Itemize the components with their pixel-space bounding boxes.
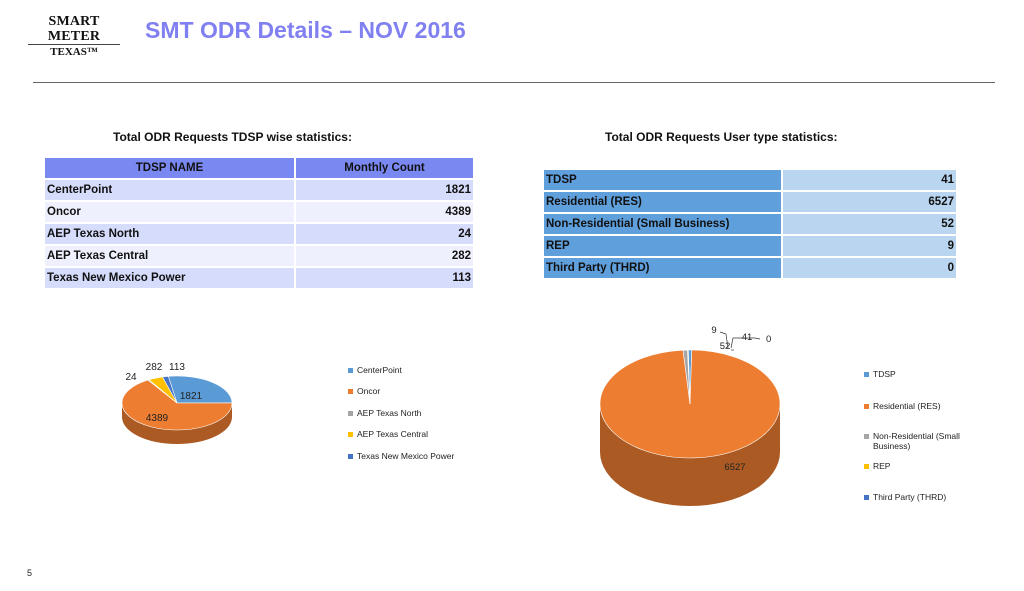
legend-swatch xyxy=(864,495,869,500)
table-row: Third Party (THRD) 0 xyxy=(544,258,956,278)
user-section-heading: Total ODR Requests User type statistics: xyxy=(605,130,838,144)
legend-label: Non-Residential (Small Business) xyxy=(873,431,960,451)
legend-swatch xyxy=(348,368,353,373)
data-label-centerpoint: 1821 xyxy=(180,391,203,402)
legend-label: Oncor xyxy=(357,386,381,396)
legend-item-non-residential: Non-Residential (Small Business) xyxy=(864,431,974,451)
user-count-cell: 0 xyxy=(783,258,956,278)
data-label-aep-texas-central: 282 xyxy=(146,362,163,373)
pie-slice-texas-new-mexico-power xyxy=(162,376,178,404)
monthly-count-header: Monthly Count xyxy=(296,158,473,178)
tdsp-count-cell: 282 xyxy=(296,246,473,266)
data-label-third-party-thrd-: 0 xyxy=(766,334,771,345)
title-divider xyxy=(33,82,995,83)
data-label-tdsp: 41 xyxy=(742,332,753,343)
legend-swatch xyxy=(348,411,353,416)
user-type-cell: Third Party (THRD) xyxy=(544,258,781,278)
table-row: AEP Texas Central 282 xyxy=(45,246,473,266)
tdsp-table-header: TDSP NAME Monthly Count xyxy=(45,158,473,178)
legend-swatch xyxy=(864,372,869,377)
legend-label: TDSP xyxy=(873,369,896,379)
user-type-table: TDSP 41 Residential (RES) 6527 Non-Residen… xyxy=(542,168,958,280)
logo-line-1: SMART METER xyxy=(47,14,101,44)
data-label-aep-texas-north: 24 xyxy=(125,372,137,383)
page-number: 5 xyxy=(27,568,33,578)
table-row: Oncor 4389 xyxy=(45,202,473,222)
table-row: Texas New Mexico Power 113 xyxy=(45,268,473,288)
user-count-cell: 6527 xyxy=(783,192,956,212)
user-count-cell: 52 xyxy=(783,214,956,234)
table-row: CenterPoint 1821 xyxy=(45,180,473,200)
legend-swatch xyxy=(348,432,353,437)
data-label-non-residential-small-business-: 52 xyxy=(720,341,731,352)
tdsp-pie-chart: 1821 4389 24 282 113 xyxy=(121,362,233,444)
data-label-texas-new-mexico-power: 113 xyxy=(169,362,185,373)
user-type-cell: Non-Residential (Small Business) xyxy=(544,214,781,234)
legend-swatch xyxy=(864,464,869,469)
legend-item-rep: REP xyxy=(864,461,890,471)
legend-swatch xyxy=(864,434,869,439)
pie-side-residential-res- xyxy=(600,404,780,506)
legend-swatch xyxy=(348,454,353,459)
tdsp-name-cell: AEP Texas North xyxy=(45,224,294,244)
tdsp-name-cell: CenterPoint xyxy=(45,180,294,200)
tdsp-name-cell: Texas New Mexico Power xyxy=(45,268,294,288)
user-type-pie-chart: 41 6527 52 9 0 xyxy=(599,325,781,506)
user-type-cell: TDSP xyxy=(544,170,781,190)
page-title: SMT ODR Details – NOV 2016 xyxy=(145,17,466,43)
label-leader-line xyxy=(730,337,761,349)
data-label-residential-res-: 6527 xyxy=(724,462,745,473)
legend-label: AEP Texas Central xyxy=(357,429,429,439)
user-count-cell: 41 xyxy=(783,170,956,190)
user-type-cell: REP xyxy=(544,236,781,256)
tdsp-table: TDSP NAME Monthly Count CenterPoint 1821 … xyxy=(43,156,475,290)
tdsp-name-cell: AEP Texas Central xyxy=(45,246,294,266)
pie-slice-centerpoint xyxy=(167,375,233,404)
pie-slice-rep xyxy=(687,349,691,405)
legend-swatch xyxy=(348,389,353,394)
user-count-cell: 9 xyxy=(783,236,956,256)
legend-item-tdsp: TDSP xyxy=(864,369,896,379)
user-type-cell: Residential (RES) xyxy=(544,192,781,212)
pie-side-oncor xyxy=(122,403,232,444)
tdsp-section-heading: Total ODR Requests TDSP wise statistics: xyxy=(113,130,352,144)
tdsp-count-cell: 1821 xyxy=(296,180,473,200)
legend-label: AEP Texas North xyxy=(357,408,422,418)
legend-item-oncor: Oncor xyxy=(348,386,380,396)
table-row: AEP Texas North 24 xyxy=(45,224,473,244)
table-row: Non-Residential (Small Business) 52 xyxy=(544,214,956,234)
legend-item-third-party: Third Party (THRD) xyxy=(864,492,946,502)
legend-label: Texas New Mexico Power xyxy=(357,451,455,461)
legend-item-tnmp: Texas New Mexico Power xyxy=(348,451,454,461)
data-label-oncor: 4389 xyxy=(146,413,169,424)
table-row: TDSP 41 xyxy=(544,170,956,190)
tdsp-count-cell: 113 xyxy=(296,268,473,288)
legend-item-centerpoint: CenterPoint xyxy=(348,365,402,375)
legend-item-aep-north: AEP Texas North xyxy=(348,408,421,418)
tdsp-count-cell: 4389 xyxy=(296,202,473,222)
legend-label: Residential (RES) xyxy=(873,401,941,411)
tdsp-name-header: TDSP NAME xyxy=(45,158,294,178)
logo-line-2: TEXAS™ xyxy=(28,44,120,58)
data-label-rep: 9 xyxy=(711,325,716,336)
table-row: REP 9 xyxy=(544,236,956,256)
legend-swatch xyxy=(864,404,869,409)
legend-label: CenterPoint xyxy=(357,365,402,375)
label-leader-line xyxy=(719,331,729,349)
table-row: Residential (RES) 6527 xyxy=(544,192,956,212)
legend-item-aep-central: AEP Texas Central xyxy=(348,429,428,439)
smart-meter-texas-logo: SMART METER TEXAS™ xyxy=(22,14,126,58)
tdsp-name-cell: Oncor xyxy=(45,202,294,222)
legend-label: REP xyxy=(873,461,891,471)
tdsp-count-cell: 24 xyxy=(296,224,473,244)
legend-item-residential: Residential (RES) xyxy=(864,401,941,411)
legend-label: Third Party (THRD) xyxy=(873,492,947,502)
pie-slice-oncor xyxy=(121,379,233,431)
